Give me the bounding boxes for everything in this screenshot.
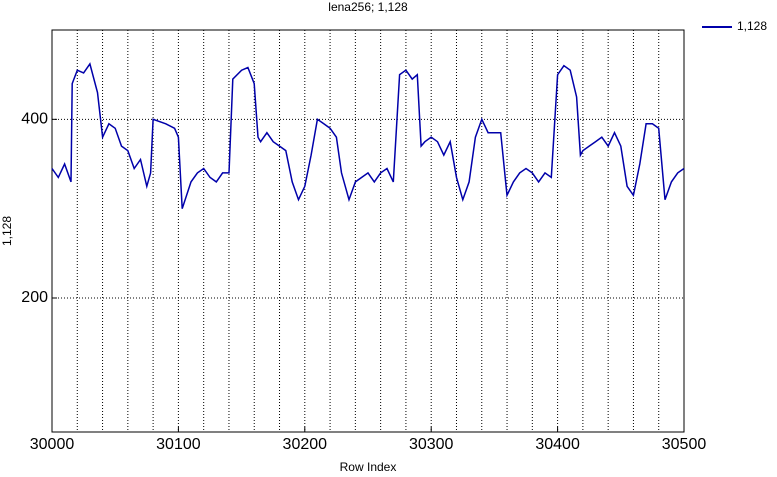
x-tick-label: 30500 xyxy=(662,436,707,453)
x-tick-label: 30000 xyxy=(30,436,75,453)
x-axis-label: Row Index xyxy=(340,460,397,474)
y-tick-label: 200 xyxy=(21,289,48,306)
x-tick-label: 30300 xyxy=(409,436,454,453)
x-tick-label: 30400 xyxy=(535,436,580,453)
plot-border xyxy=(51,29,685,433)
x-tick-label: 30100 xyxy=(156,436,201,453)
data-line xyxy=(51,62,685,209)
y-axis-label: 1,128 xyxy=(0,216,14,246)
chart-title: lena256; 1,128 xyxy=(328,0,408,14)
x-tick-label: 30200 xyxy=(283,436,328,453)
plot-area xyxy=(52,30,684,432)
y-tick-label: 400 xyxy=(21,111,48,128)
legend-label: 1,128 xyxy=(737,19,767,33)
